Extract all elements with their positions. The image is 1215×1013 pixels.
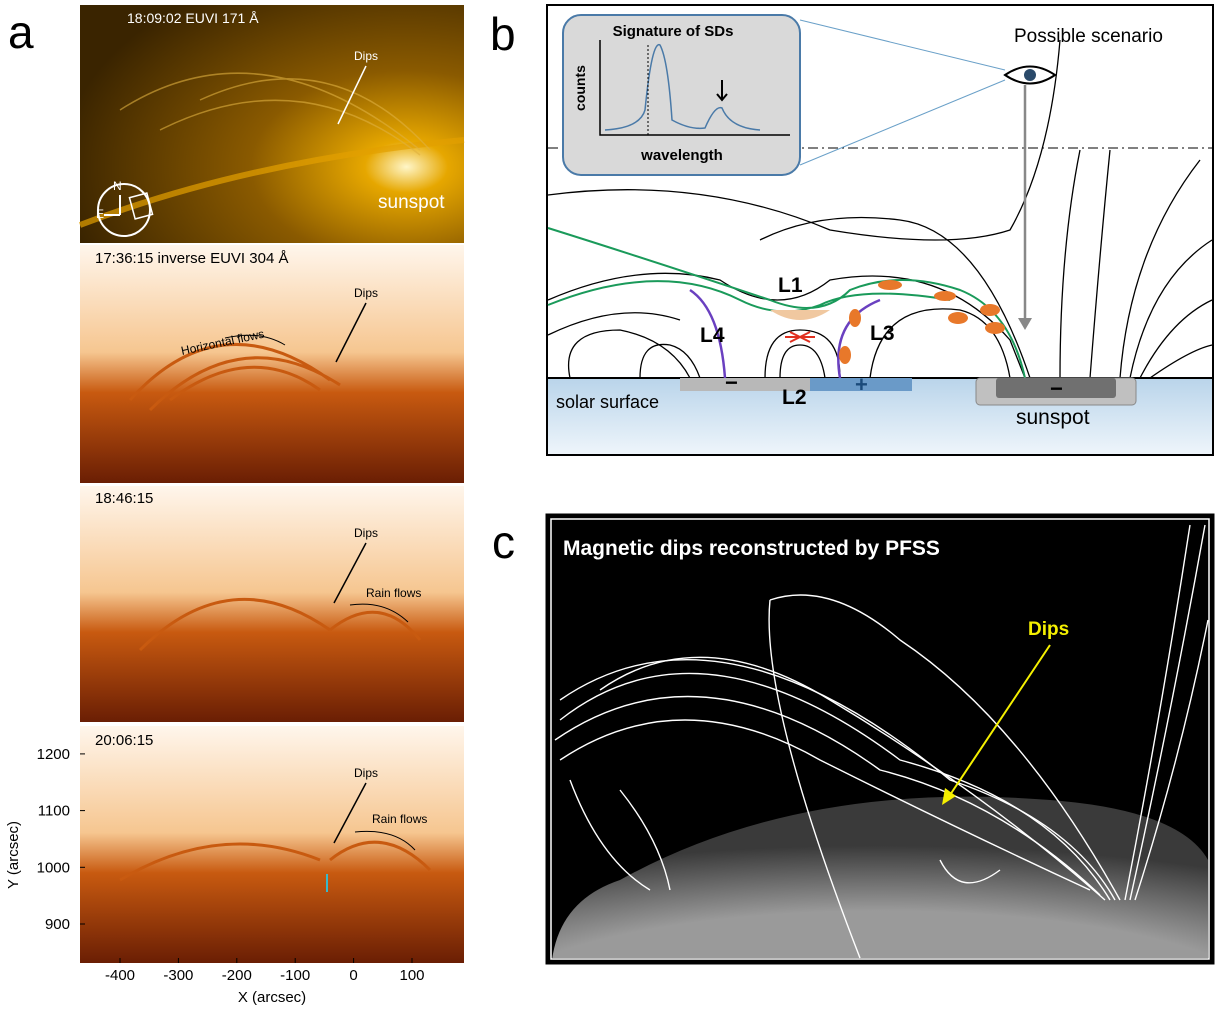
dips-label: Dips bbox=[354, 49, 378, 63]
inset-title: Signature of SDs bbox=[613, 23, 734, 40]
east-label: E bbox=[96, 207, 104, 221]
sunspot-label: sunspot bbox=[378, 192, 445, 213]
x-tick-label: 0 bbox=[349, 967, 357, 984]
dips-label: Dips bbox=[1028, 619, 1069, 640]
time-label: 17:36:15 inverse EUVI 304 Å bbox=[95, 250, 288, 267]
y-tick-label: 900 bbox=[45, 916, 70, 933]
page: a 18:09:02 EUVI 171 Å Dips sunspot N E 1… bbox=[0, 0, 1215, 1013]
y-axis-title: Y (arcsec) bbox=[5, 821, 22, 889]
panel-label: c bbox=[492, 516, 515, 568]
figure: a 18:09:02 EUVI 171 Å Dips sunspot N E 1… bbox=[0, 0, 1215, 1008]
x-tick-label: -200 bbox=[222, 967, 252, 984]
north-label: N bbox=[113, 179, 122, 193]
polarity: + bbox=[855, 372, 868, 397]
y-tick-label: 1000 bbox=[37, 859, 70, 876]
dips-label: Dips bbox=[354, 526, 378, 540]
inset-xlabel: wavelength bbox=[640, 147, 723, 164]
frame-304b: 18:46:15 Dips Rain flows bbox=[80, 486, 464, 722]
panel-title: Magnetic dips reconstructed by PFSS bbox=[563, 537, 940, 560]
panel-c: Magnetic dips reconstructed by PFSS Dips bbox=[547, 515, 1213, 963]
x-tick-label: -300 bbox=[163, 967, 193, 984]
surface-label: solar surface bbox=[556, 392, 659, 412]
x-axis-title: X (arcsec) bbox=[238, 989, 306, 1006]
image bbox=[80, 245, 464, 483]
polarity: − bbox=[1050, 376, 1063, 401]
loop-label: L3 bbox=[870, 322, 895, 345]
time-label: 18:46:15 bbox=[95, 490, 153, 507]
pupil bbox=[1024, 69, 1036, 81]
x-tick-label: 100 bbox=[399, 967, 424, 984]
loop-label: L4 bbox=[700, 324, 725, 347]
panel-label: b bbox=[490, 8, 516, 60]
panel-label: a bbox=[8, 6, 34, 58]
dips-label: Dips bbox=[354, 766, 378, 780]
x-tick-label: -400 bbox=[105, 967, 135, 984]
flows-label: Rain flows bbox=[372, 812, 427, 826]
panel-b: Signature of SDs counts wavelength Possi… bbox=[547, 5, 1213, 455]
sunspot-label: sunspot bbox=[1016, 406, 1090, 429]
time-label: 18:09:02 EUVI 171 Å bbox=[127, 10, 259, 26]
polarity: − bbox=[725, 370, 738, 395]
inset-ylabel: counts bbox=[572, 65, 588, 111]
dips-label: Dips bbox=[354, 286, 378, 300]
image bbox=[80, 726, 464, 963]
x-tick-label: -100 bbox=[280, 967, 310, 984]
flows-label: Rain flows bbox=[366, 586, 421, 600]
time-label: 20:06:15 bbox=[95, 732, 153, 749]
loop-label: L1 bbox=[778, 274, 803, 297]
frame-171: 18:09:02 EUVI 171 Å Dips sunspot N E bbox=[80, 5, 464, 243]
y-tick-label: 1100 bbox=[38, 803, 70, 820]
frame-304c: 20:06:15 Dips Rain flows bbox=[80, 726, 464, 963]
scenario-label: Possible scenario bbox=[1014, 26, 1163, 47]
y-tick-label: 1200 bbox=[37, 746, 70, 763]
loop-label: L2 bbox=[782, 386, 807, 409]
frame-304a: 17:36:15 inverse EUVI 304 Å Dips Horizon… bbox=[80, 245, 464, 483]
